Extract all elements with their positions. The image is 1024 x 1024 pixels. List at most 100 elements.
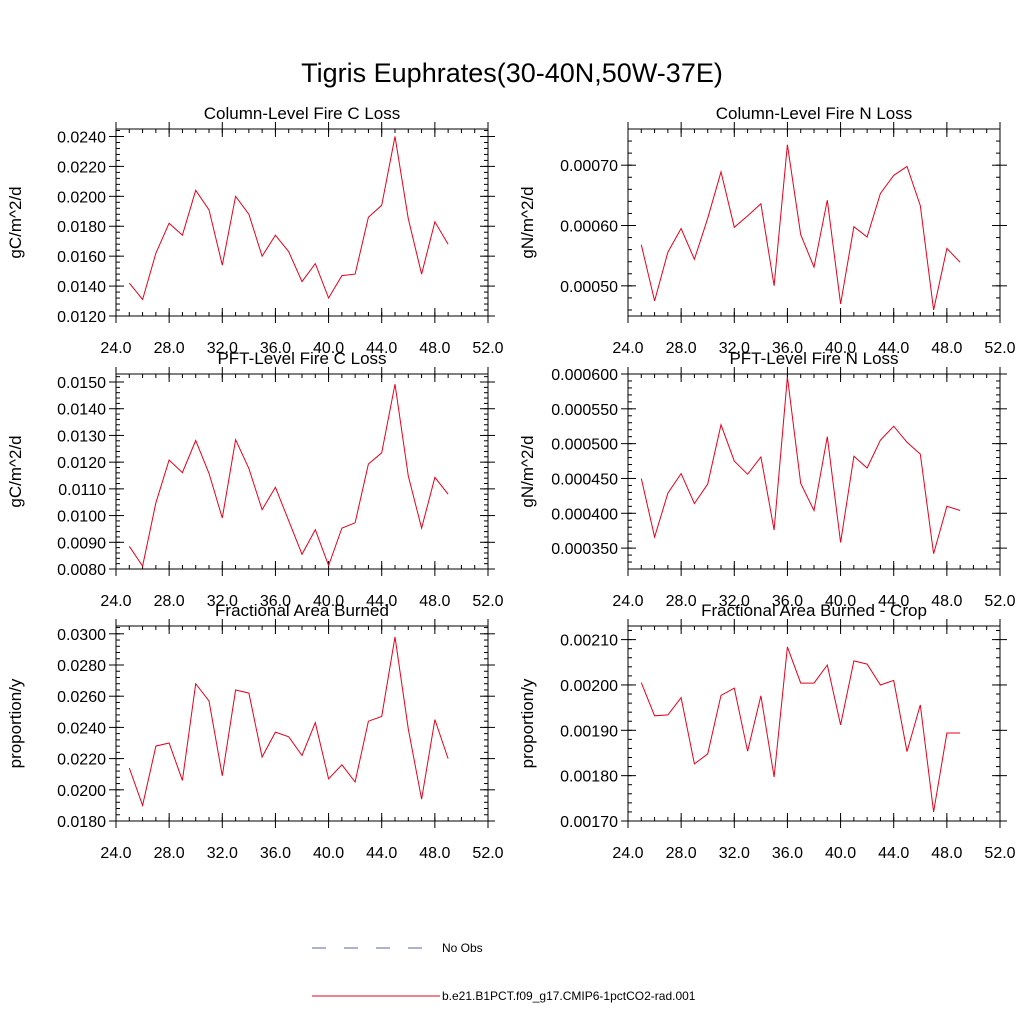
plot-frame — [115, 373, 489, 570]
y-tick-label: 0.000600 — [551, 367, 618, 384]
chart-panel-5: Fractional Area Burned proportion/y 24.0 28… — [6, 601, 504, 862]
plot-frame — [627, 128, 1001, 317]
y-tick-label: 0.000500 — [551, 437, 618, 454]
x-tick-label: 28.0 — [666, 845, 697, 862]
y-tick-label: 0.0120 — [57, 309, 106, 326]
x-tick-label: 44.0 — [878, 340, 909, 357]
y-tick-label: 0.000400 — [551, 506, 618, 523]
y-tick-label: 0.00180 — [560, 769, 618, 786]
plot-frame — [627, 625, 1001, 822]
y-tick-label: 0.00060 — [560, 219, 618, 236]
x-tick-label: 32.0 — [719, 340, 750, 357]
x-tick-label: 48.0 — [419, 593, 450, 610]
x-tick-label: 44.0 — [366, 340, 397, 357]
x-tick-label: 40.0 — [313, 845, 344, 862]
plot-frame — [115, 625, 489, 822]
y-tick-label: 0.0200 — [57, 783, 106, 800]
series-line — [640, 144, 961, 311]
y-tick-label: 0.0240 — [57, 129, 106, 146]
x-tick-label: 48.0 — [931, 340, 962, 357]
x-tick-label: 28.0 — [154, 845, 185, 862]
y-axis-label: gN/m^2/d — [518, 435, 537, 507]
x-tick-label: 44.0 — [878, 845, 909, 862]
x-tick-label: 48.0 — [931, 845, 962, 862]
y-tick-label: 0.0140 — [57, 402, 106, 419]
x-tick-label: 52.0 — [984, 340, 1015, 357]
figure-title: Tigris Euphrates(30-40N,50W-37E) — [301, 58, 723, 88]
chart-panels: Column-Level Fire C Loss gC/m^2/d 24.0 28.0… — [6, 104, 1016, 862]
x-tick-label: 52.0 — [472, 340, 503, 357]
x-tick-label: 44.0 — [366, 593, 397, 610]
y-tick-label: 0.00070 — [560, 158, 618, 175]
y-tick-label: 0.0120 — [57, 455, 106, 472]
x-tick-label: 24.0 — [612, 593, 643, 610]
x-tick-label: 44.0 — [366, 845, 397, 862]
x-tick-label: 52.0 — [472, 593, 503, 610]
legend: No Obs b.e21.B1PCT.f09_g17.CMIP6-1pctCO2… — [312, 941, 696, 1003]
x-tick-label: 48.0 — [419, 340, 450, 357]
x-tick-label: 32.0 — [207, 340, 238, 357]
plot-frame — [115, 128, 489, 317]
x-tick-label: 32.0 — [207, 845, 238, 862]
x-tick-label: 28.0 — [666, 593, 697, 610]
y-axis-label: gC/m^2/d — [6, 435, 25, 507]
y-tick-label: 0.0080 — [57, 562, 106, 579]
y-tick-label: 0.0160 — [57, 249, 106, 266]
y-tick-label: 0.000450 — [551, 471, 618, 488]
series-line — [128, 384, 449, 568]
y-tick-label: 0.0220 — [57, 752, 106, 769]
x-tick-label: 52.0 — [984, 845, 1015, 862]
y-tick-label: 0.000550 — [551, 402, 618, 419]
x-tick-label: 24.0 — [100, 845, 131, 862]
y-axis-label: gN/m^2/d — [518, 186, 537, 258]
y-axis-label: proportion/y — [6, 678, 25, 768]
series-line — [128, 636, 449, 808]
x-tick-label: 32.0 — [719, 845, 750, 862]
x-tick-label: 40.0 — [825, 845, 856, 862]
x-tick-label: 48.0 — [419, 845, 450, 862]
legend-model-label: b.e21.B1PCT.f09_g17.CMIP6-1pctCO2-rad.00… — [442, 989, 696, 1003]
y-tick-label: 0.00050 — [560, 279, 618, 296]
y-tick-label: 0.0150 — [57, 375, 106, 392]
panel-title: Column-Level Fire N Loss — [716, 104, 913, 123]
series-line — [128, 136, 449, 301]
x-tick-label: 32.0 — [207, 593, 238, 610]
x-tick-label: 36.0 — [772, 593, 803, 610]
panel-title: Fractional Area Burned - Crop — [701, 601, 927, 620]
series-line — [640, 376, 961, 554]
x-tick-label: 40.0 — [825, 340, 856, 357]
x-tick-label: 36.0 — [772, 340, 803, 357]
x-tick-label: 32.0 — [719, 593, 750, 610]
y-tick-label: 0.000350 — [551, 541, 618, 558]
y-axis-label: proportion/y — [518, 678, 537, 768]
y-tick-label: 0.00190 — [560, 723, 618, 740]
y-tick-label: 0.0090 — [57, 535, 106, 552]
x-tick-label: 52.0 — [984, 593, 1015, 610]
y-tick-label: 0.0240 — [57, 720, 106, 737]
chart-panel-2: Column-Level Fire N Loss gN/m^2/d 24.0 28.0… — [518, 104, 1016, 357]
x-tick-label: 40.0 — [825, 593, 856, 610]
y-tick-label: 0.00200 — [560, 678, 618, 695]
y-tick-label: 0.0260 — [57, 689, 106, 706]
y-tick-label: 0.00210 — [560, 633, 618, 650]
x-tick-label: 24.0 — [100, 593, 131, 610]
chart-panel-4: PFT-Level Fire N Loss gN/m^2/d 24.0 28.0 32.… — [518, 349, 1016, 610]
y-axis-label: gC/m^2/d — [6, 186, 25, 258]
x-tick-label: 36.0 — [260, 340, 291, 357]
x-tick-label: 44.0 — [878, 593, 909, 610]
y-tick-label: 0.0100 — [57, 509, 106, 526]
plot-frame — [627, 373, 1001, 570]
chart-panel-1: Column-Level Fire C Loss gC/m^2/d 24.0 28.0… — [6, 104, 504, 357]
y-tick-label: 0.0180 — [57, 814, 106, 831]
x-tick-label: 24.0 — [612, 340, 643, 357]
y-tick-label: 0.0130 — [57, 428, 106, 445]
panel-title: Column-Level Fire C Loss — [204, 104, 401, 123]
chart-panel-6: Fractional Area Burned - Crop proportion/… — [518, 601, 1016, 862]
x-tick-label: 36.0 — [260, 845, 291, 862]
y-tick-label: 0.0200 — [57, 189, 106, 206]
x-tick-label: 40.0 — [313, 593, 344, 610]
y-tick-label: 0.0140 — [57, 279, 106, 296]
panel-title: PFT-Level Fire C Loss — [217, 349, 386, 368]
x-tick-label: 48.0 — [931, 593, 962, 610]
